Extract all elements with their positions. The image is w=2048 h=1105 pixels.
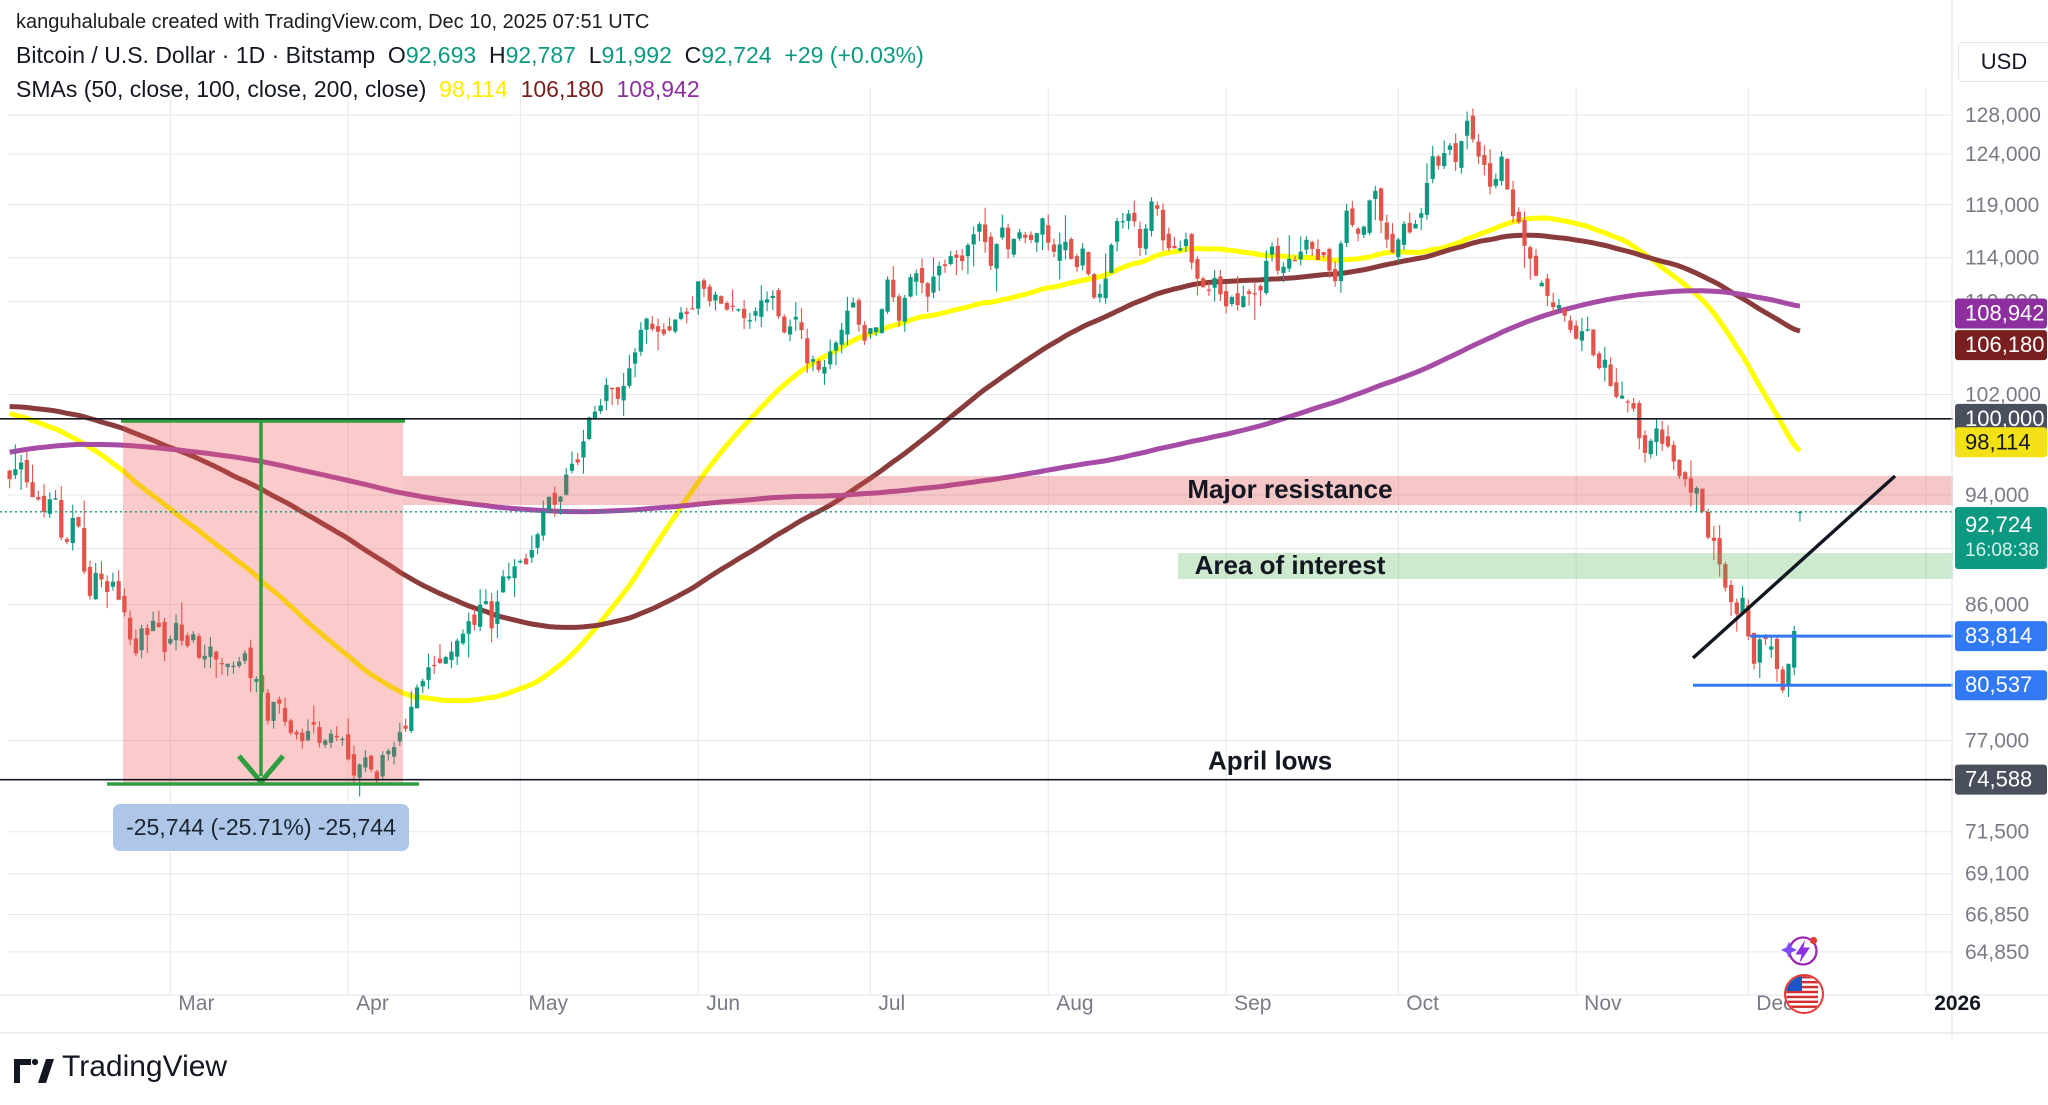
- svg-text:64,850: 64,850: [1965, 941, 2029, 964]
- svg-text:Oct: Oct: [1406, 992, 1439, 1015]
- svg-text:128,000: 128,000: [1965, 104, 2041, 127]
- svg-text:Jun: Jun: [706, 992, 740, 1015]
- svg-text:2026: 2026: [1934, 992, 1981, 1015]
- svg-text:16:08:38: 16:08:38: [1965, 540, 2039, 561]
- svg-text:74,588: 74,588: [1965, 767, 2032, 792]
- svg-text:94,000: 94,000: [1965, 484, 2029, 507]
- svg-text:Mar: Mar: [178, 992, 214, 1015]
- svg-text:124,000: 124,000: [1965, 143, 2041, 166]
- svg-text:Aug: Aug: [1056, 992, 1093, 1015]
- svg-text:106,180: 106,180: [1965, 332, 2045, 357]
- svg-text:77,000: 77,000: [1965, 730, 2029, 753]
- svg-text:102,000: 102,000: [1965, 383, 2041, 406]
- svg-text:-25,744 (-25.71%) -25,744: -25,744 (-25.71%) -25,744: [126, 814, 396, 840]
- svg-text:86,000: 86,000: [1965, 593, 2029, 616]
- svg-text:Area of interest: Area of interest: [1195, 550, 1386, 580]
- svg-text:69,100: 69,100: [1965, 863, 2029, 886]
- svg-text:119,000: 119,000: [1965, 194, 2039, 217]
- svg-text:98,114: 98,114: [1965, 429, 2031, 454]
- svg-text:Major resistance: Major resistance: [1187, 474, 1392, 504]
- svg-text:71,500: 71,500: [1965, 821, 2029, 844]
- svg-text:Jul: Jul: [878, 992, 905, 1015]
- svg-text:114,000: 114,000: [1965, 247, 2039, 270]
- svg-text:Apr: Apr: [356, 992, 389, 1015]
- svg-text:May: May: [528, 992, 568, 1015]
- svg-text:108,942: 108,942: [1965, 300, 2045, 325]
- svg-text:Nov: Nov: [1584, 992, 1622, 1015]
- svg-text:100,000: 100,000: [1965, 406, 2045, 431]
- svg-text:80,537: 80,537: [1965, 672, 2032, 697]
- svg-text:66,850: 66,850: [1965, 903, 2029, 926]
- svg-text:April lows: April lows: [1208, 746, 1332, 776]
- svg-text:92,724: 92,724: [1965, 512, 2032, 537]
- svg-text:83,814: 83,814: [1965, 623, 2032, 648]
- svg-text:Sep: Sep: [1234, 992, 1271, 1015]
